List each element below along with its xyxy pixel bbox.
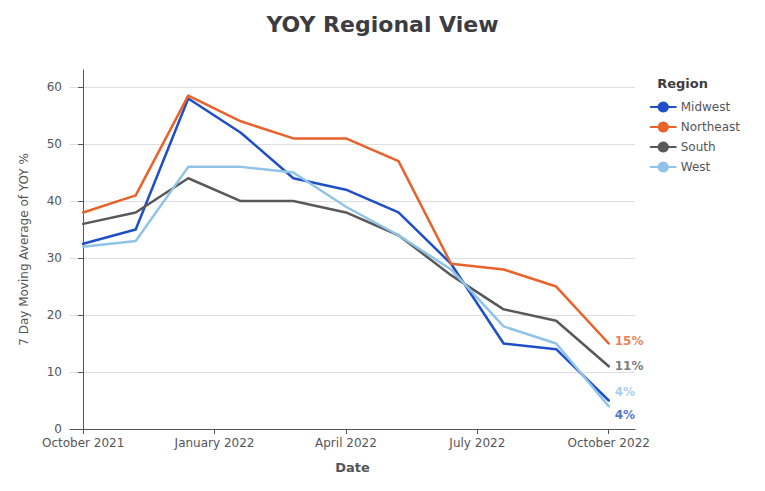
svg-text:YOY Regional View: YOY Regional View xyxy=(265,12,498,37)
svg-text:30: 30 xyxy=(47,251,62,265)
svg-text:40: 40 xyxy=(47,194,62,208)
svg-text:West: West xyxy=(681,160,711,174)
svg-text:4%: 4% xyxy=(615,408,635,422)
svg-text:60: 60 xyxy=(47,80,62,94)
svg-text:50: 50 xyxy=(47,137,62,151)
svg-text:October 2021: October 2021 xyxy=(42,436,124,450)
svg-text:January 2022: January 2022 xyxy=(174,436,255,450)
svg-text:Northeast: Northeast xyxy=(681,120,741,134)
svg-text:7 Day Moving Average of YOY %: 7 Day Moving Average of YOY % xyxy=(17,153,31,346)
svg-text:10: 10 xyxy=(47,365,62,379)
svg-text:0: 0 xyxy=(54,422,62,436)
svg-text:Midwest: Midwest xyxy=(681,100,731,114)
svg-text:20: 20 xyxy=(47,308,62,322)
svg-text:Region: Region xyxy=(657,76,708,91)
svg-text:South: South xyxy=(681,140,716,154)
svg-text:Date: Date xyxy=(335,460,370,475)
svg-text:October 2022: October 2022 xyxy=(568,436,650,450)
svg-text:11%: 11% xyxy=(615,359,644,373)
svg-text:15%: 15% xyxy=(615,334,644,348)
svg-text:4%: 4% xyxy=(615,385,635,399)
svg-text:July 2022: July 2022 xyxy=(448,436,505,450)
svg-text:April 2022: April 2022 xyxy=(315,436,377,450)
